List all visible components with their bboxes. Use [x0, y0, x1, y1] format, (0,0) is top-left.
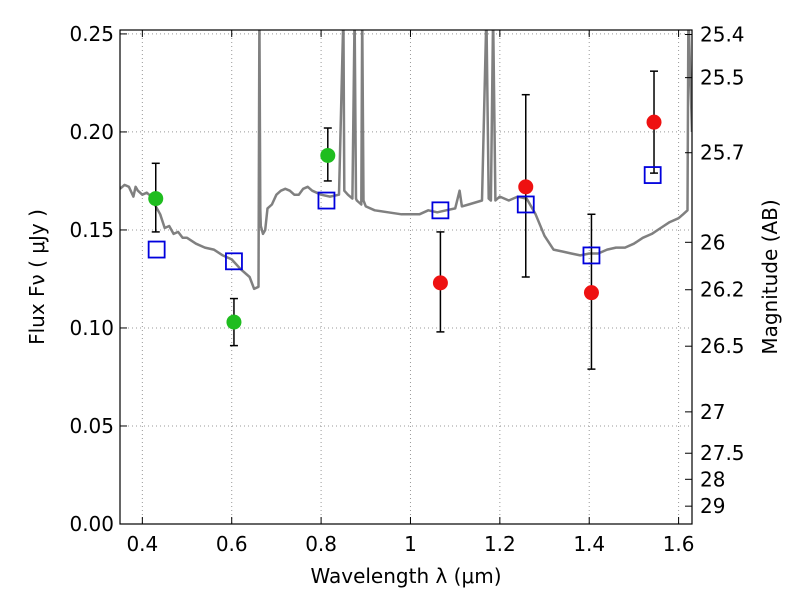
blue-square-marker	[582, 246, 601, 265]
y-tick-label: 0.00	[69, 512, 114, 536]
x-tick-label: 0.4	[126, 532, 158, 556]
red-data-point	[646, 114, 662, 130]
blue-square-marker	[225, 252, 243, 271]
right-axis-tick-label: 25.4	[700, 23, 745, 47]
green-data-point	[320, 147, 336, 163]
axis-ticks: 0.4 0.6 0.8 1 1.2 1.4 1.6 0.00 0.05 0.10 0.15 0.20 0…	[69, 22, 744, 556]
right-axis-tick-label: 27.5	[700, 441, 745, 465]
plot-frame	[119, 29, 693, 525]
x-tick-label: 0.6	[216, 532, 248, 556]
x-tick-label: 1.6	[663, 532, 695, 556]
green-data-point	[148, 191, 164, 207]
red-data-point	[583, 285, 599, 301]
y-tick-label: 0.25	[69, 22, 114, 46]
y-tick-label: 0.15	[69, 218, 114, 242]
right-axis-tick-label: 25.5	[700, 66, 745, 90]
spectrum-layer	[120, 30, 692, 291]
grid-lines	[120, 30, 692, 525]
blue-square-marker	[147, 240, 166, 259]
blue-square-marker	[431, 201, 450, 220]
right-axis-tick-label: 27	[700, 400, 725, 424]
blue-square-marker	[516, 195, 535, 214]
blue-square-marker	[317, 191, 336, 210]
y-tick-label: 0.20	[69, 120, 114, 144]
x-axis-label: Wavelength λ (μm)	[310, 564, 501, 588]
red-data-point	[518, 179, 534, 195]
right-axis-tick-label: 29	[700, 494, 725, 518]
x-tick-label: 1	[404, 532, 417, 556]
blue-square-marker	[643, 166, 662, 184]
red-data-point	[432, 275, 448, 291]
model-spectrum-line	[120, 30, 692, 291]
y-axis-label-left: Flux Fν ( μJy )	[25, 209, 49, 345]
data-points-layer	[147, 70, 662, 370]
x-tick-label: 0.8	[305, 532, 337, 556]
right-axis-tick-label: 28	[700, 467, 725, 491]
y-tick-label: 0.10	[69, 316, 114, 340]
y-tick-label: 0.05	[69, 414, 114, 438]
x-tick-label: 1.2	[484, 532, 516, 556]
right-axis-tick-label: 25.7	[700, 141, 745, 165]
green-data-point	[226, 314, 242, 330]
right-axis-tick-label: 26.2	[700, 278, 745, 302]
right-axis-tick-label: 26	[700, 230, 725, 254]
y-axis-label-right: Magnitude (AB)	[758, 199, 782, 354]
x-tick-label: 1.4	[573, 532, 605, 556]
right-axis-tick-label: 26.5	[700, 334, 745, 358]
